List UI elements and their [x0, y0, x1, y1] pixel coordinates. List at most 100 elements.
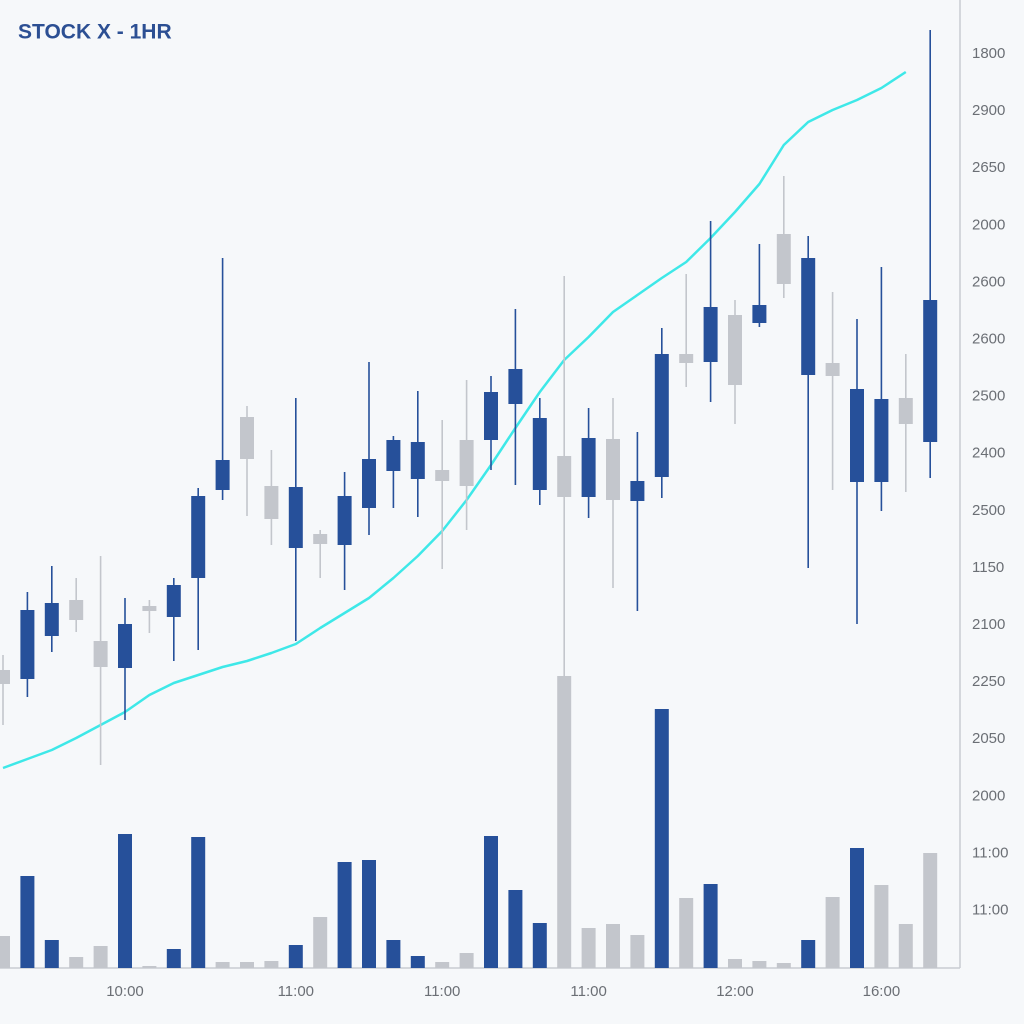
candle-body [191, 496, 206, 578]
volume-bar [459, 953, 474, 968]
candle-body [728, 315, 742, 385]
candle-body [557, 456, 572, 497]
candle-body [850, 389, 864, 482]
volume-bar [118, 834, 132, 968]
volume-bar [288, 945, 303, 968]
candle-body [69, 600, 84, 620]
candle-body [142, 606, 157, 611]
chart-title: STOCK X - 1HR [18, 21, 172, 44]
volume-bar [581, 928, 596, 968]
volume-bar [166, 949, 181, 968]
volume-bar [630, 935, 645, 968]
right-axis-label: 2000 [972, 216, 1005, 233]
candle-body [362, 459, 376, 508]
candle-body [459, 440, 474, 486]
volume-bar [386, 940, 401, 968]
candle-body [240, 417, 254, 459]
candle-body [386, 440, 401, 471]
right-axis-label: 1150 [972, 559, 1004, 576]
volume-bar [874, 885, 889, 968]
volume-bar [850, 848, 864, 968]
volume-bar [703, 884, 718, 968]
volume-bar [752, 961, 767, 968]
volume-bar [508, 890, 523, 968]
right-axis-label: 2600 [972, 330, 1005, 347]
candle-body [118, 624, 132, 668]
volume-bar [191, 837, 206, 968]
candle-body [44, 603, 59, 636]
right-axis-label: 2100 [972, 616, 1005, 633]
volume-bar [484, 836, 498, 968]
candle-body [606, 439, 620, 500]
volume-bar [44, 940, 59, 968]
x-tick-label: 11:00 [278, 983, 314, 1000]
volume-bar [923, 853, 938, 968]
candle-body [874, 399, 889, 482]
candle-body [801, 258, 816, 375]
volume-bar [20, 876, 35, 968]
candle-body [484, 392, 498, 440]
volume-bar [654, 709, 669, 968]
volume-bar [142, 966, 157, 968]
x-tick-label: 12:00 [716, 983, 754, 1000]
volume-bar [557, 676, 572, 968]
candle-body [630, 481, 645, 501]
right-axis-label: 2650 [972, 159, 1005, 176]
volume-bar [435, 962, 450, 968]
volume-bar [240, 962, 254, 968]
candle-body [215, 460, 230, 490]
right-axis-label: 2900 [972, 102, 1005, 119]
candle-body [581, 438, 596, 497]
candle-body [776, 234, 791, 284]
volume-bar [776, 963, 791, 968]
volume-bar [801, 940, 816, 968]
right-axis-label: 2400 [972, 445, 1005, 462]
candle-body [337, 496, 352, 545]
x-tick-label: 11:00 [570, 983, 606, 1000]
right-axis-label: 2250 [972, 673, 1005, 690]
candle-body [410, 442, 425, 479]
volume-bar [532, 923, 547, 968]
volume-bar [606, 924, 620, 968]
right-axis-label: 2000 [972, 787, 1005, 804]
candle-body [20, 610, 35, 679]
volume-bar [898, 924, 913, 968]
right-axis-label: 2500 [972, 388, 1005, 405]
candle-body [898, 398, 913, 424]
volume-bar [0, 936, 10, 968]
x-tick-label: 16:00 [863, 983, 901, 1000]
right-axis-label: 2600 [972, 273, 1005, 290]
candle-body [264, 486, 279, 519]
candle-body [703, 307, 718, 362]
volume-bar [69, 957, 84, 968]
candle-body [93, 641, 108, 667]
candle-body [679, 354, 694, 363]
candle-body [435, 470, 450, 481]
moving-average-line [2, 70, 907, 770]
candle-body [532, 418, 547, 490]
candle-body [288, 487, 303, 548]
volume-bar [679, 898, 694, 968]
volume-bar [215, 962, 230, 968]
candle-body [313, 534, 328, 544]
volume-bar [337, 862, 352, 968]
right-axis-label: 2050 [972, 730, 1005, 747]
volume-bar [728, 959, 742, 968]
right-axis-label: 2500 [972, 502, 1005, 519]
x-tick-label: 10:00 [106, 983, 144, 1000]
volume-bar [313, 917, 328, 968]
candle-body [923, 300, 938, 442]
volume-bar [825, 897, 840, 968]
candle-body [654, 354, 669, 477]
right-axis-label: 11:00 [972, 901, 1008, 918]
volume-bar [93, 946, 108, 968]
volume-bar [264, 961, 279, 968]
x-tick-label: 11:00 [424, 983, 460, 1000]
candle-body [0, 670, 10, 684]
right-axis-label: 11:00 [972, 844, 1008, 861]
candle-body [508, 369, 523, 404]
candle-body [166, 585, 181, 617]
candle-body [825, 363, 840, 376]
